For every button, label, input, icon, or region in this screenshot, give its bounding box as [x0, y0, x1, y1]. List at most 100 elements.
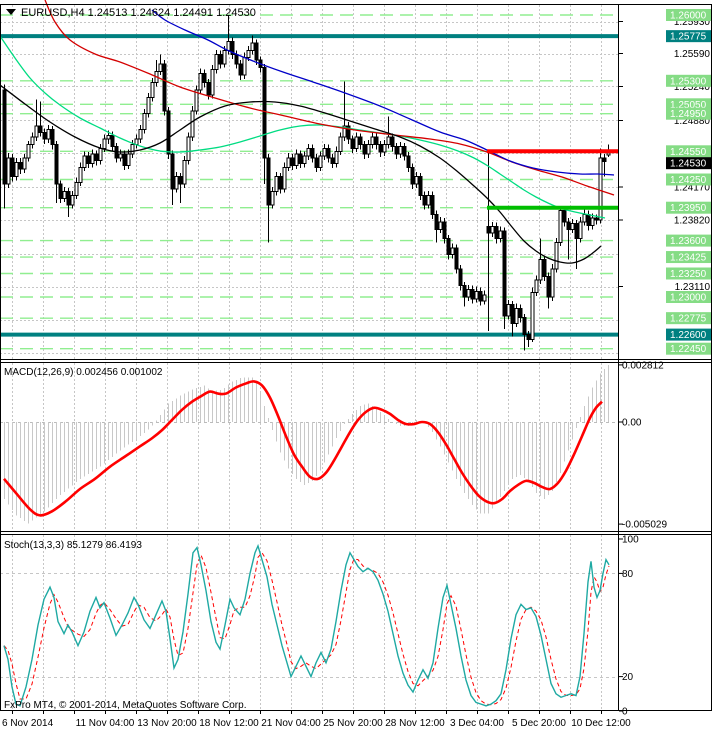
candle-body — [582, 213, 587, 223]
symbol-dropdown-icon[interactable] — [6, 9, 16, 15]
candle-body — [558, 210, 563, 243]
time-axis-label: 13 Nov 20:00 — [137, 718, 197, 729]
candle-body — [350, 138, 355, 149]
candle-body — [370, 136, 375, 146]
moving-averages-layer — [0, 0, 615, 264]
candle-body — [494, 226, 499, 240]
candle-body — [426, 194, 431, 206]
candle-body — [270, 191, 275, 206]
price-scale-label: 1.25590 — [674, 49, 711, 60]
candle-body — [478, 290, 483, 302]
level-price-label-box — [666, 251, 712, 264]
levels-layer — [0, 14, 618, 350]
level-price-label-box — [666, 201, 712, 214]
candle-body — [266, 157, 271, 206]
level-price-label: 1.24950 — [670, 109, 707, 120]
candle-body — [590, 217, 595, 227]
candle-body — [198, 72, 203, 91]
candle-body — [394, 146, 399, 155]
candle-body — [250, 42, 255, 52]
macd-scale-label: -0.005029 — [622, 520, 667, 531]
candle-body — [550, 268, 555, 298]
candle-body — [254, 42, 259, 61]
candle-body — [402, 146, 407, 157]
candle-body — [458, 268, 463, 287]
candle-body — [318, 155, 323, 168]
teal-level-price-label-box — [666, 328, 712, 341]
candle-body — [526, 334, 531, 340]
candle-body — [562, 210, 567, 223]
price-scale-label: 1.24880 — [674, 116, 711, 127]
candles-layer — [2, 15, 611, 351]
candle-body — [206, 82, 211, 96]
grid-layer — [0, 5, 618, 710]
ma-black-line — [0, 84, 602, 264]
candle-body — [498, 230, 503, 240]
candle-body — [586, 213, 591, 227]
candle-body — [218, 53, 223, 65]
candle-body — [122, 153, 127, 166]
candle-body — [362, 144, 367, 155]
candle-body — [58, 183, 63, 199]
candle-body — [538, 258, 543, 281]
candle-body — [430, 194, 435, 215]
drawn-objects-layer — [487, 149, 618, 210]
candle-body — [186, 136, 191, 162]
level-price-label: 1.23425 — [670, 253, 707, 264]
candle-body — [570, 223, 575, 230]
candle-body — [34, 125, 39, 138]
candle-body — [322, 147, 327, 157]
candle-body — [94, 153, 99, 162]
level-price-label: 1.23950 — [670, 203, 707, 214]
current-price-label-box — [666, 157, 712, 170]
candle-body — [358, 136, 363, 146]
candle-body — [74, 181, 79, 196]
candle-body — [102, 138, 107, 149]
candle-body — [238, 63, 243, 76]
price-scale-layer: 1.25930 1.25590 1.25240 1.24880 1.24170 1.238… — [619, 0, 712, 718]
time-axis-label: 3 Dec 04:00 — [450, 718, 504, 729]
candle-body — [222, 50, 227, 65]
candle-body — [286, 157, 291, 168]
price-scale-label: 1.23820 — [674, 215, 711, 226]
candle-body — [410, 166, 415, 185]
price-scale-label: 1.25240 — [674, 82, 711, 93]
candle-body — [382, 144, 387, 153]
level-price-label: 1.25300 — [670, 76, 707, 87]
candle-body — [302, 155, 307, 165]
candle-body — [2, 89, 7, 185]
candle-body — [178, 176, 183, 185]
candle-body — [22, 157, 27, 170]
teal-level-price-label: 1.25775 — [670, 32, 707, 43]
candle-body — [330, 157, 335, 165]
candle-body — [38, 125, 43, 133]
candle-body — [374, 136, 379, 146]
candle-body — [166, 110, 171, 155]
candle-body — [354, 136, 359, 149]
candle-body — [314, 157, 319, 168]
macd-scale-label: 0.00 — [622, 418, 642, 429]
candle-body — [606, 152, 611, 156]
candle-body — [462, 285, 467, 298]
candle-body — [18, 162, 23, 170]
candle-body — [10, 157, 15, 178]
teal-level-price-label: 1.22600 — [670, 330, 707, 341]
stoch-scale-label: 80 — [622, 569, 634, 580]
level-price-label-box — [666, 173, 712, 186]
candle-body — [454, 247, 459, 270]
candle-body — [470, 288, 475, 300]
candle-body — [170, 153, 175, 190]
candle-body — [282, 166, 287, 190]
candle-body — [566, 221, 571, 230]
candle-body — [90, 153, 95, 165]
candle-body — [126, 153, 131, 166]
candle-body — [598, 157, 603, 221]
candle-body — [542, 258, 547, 277]
candle-body — [554, 241, 559, 270]
level-price-label: 1.23600 — [670, 236, 707, 247]
candle-body — [30, 136, 35, 146]
stoch-scale-label: 100 — [622, 535, 639, 546]
candle-body — [486, 226, 491, 234]
level-price-label-box — [666, 267, 712, 280]
candle-body — [234, 53, 239, 65]
